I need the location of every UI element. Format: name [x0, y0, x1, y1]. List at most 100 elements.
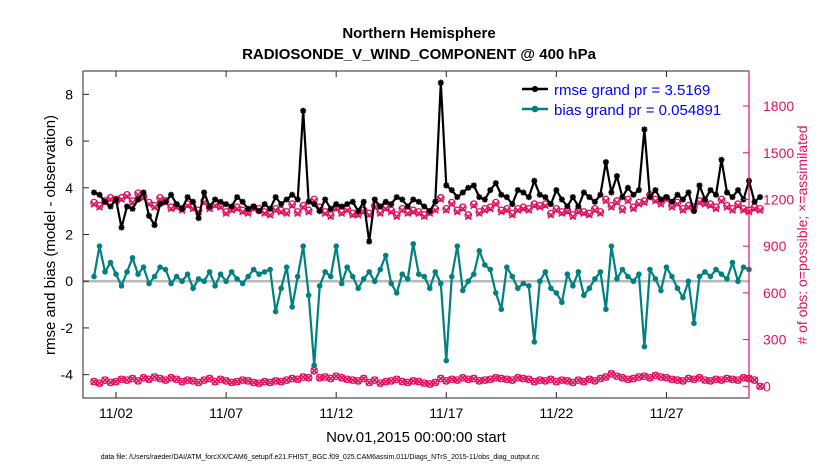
assimilated_low-point [552, 378, 560, 386]
assimilated-point [343, 206, 351, 214]
bias-point [570, 283, 576, 289]
bias-point [658, 287, 664, 294]
bias-point [669, 273, 675, 280]
bias-point [107, 259, 114, 266]
rmse-point [701, 196, 708, 203]
series-layer [91, 79, 764, 369]
bias-point [426, 285, 433, 292]
assimilated_low-point [497, 374, 505, 383]
rmse-point [509, 201, 516, 208]
assimilated-point [635, 200, 643, 208]
assimilated-point [508, 211, 516, 219]
bias-point [349, 273, 356, 280]
possible-point [756, 204, 764, 213]
rmse-point [525, 194, 532, 201]
rmse-point [602, 159, 609, 166]
assimilated-point [217, 203, 225, 211]
assimilated_low-point [464, 375, 472, 383]
assimilated-point [492, 200, 500, 208]
assimilated_low-point [101, 376, 109, 384]
bias-point [316, 283, 323, 289]
assimilated_low-point [332, 372, 340, 380]
possible_low-point [756, 382, 764, 391]
x-tick-label: 11/02 [99, 405, 133, 421]
possible-point [293, 208, 302, 216]
bias-point [614, 276, 620, 282]
bias-point [713, 266, 719, 273]
rmse-point [382, 198, 389, 205]
assimilated_low-point [393, 375, 401, 383]
rmse-point [349, 198, 356, 205]
assimilated_low-point [750, 376, 759, 384]
rmse-point [426, 208, 433, 215]
possible_low-point [497, 374, 506, 383]
rmse-point [344, 201, 351, 208]
rmse-point [492, 180, 499, 187]
bias-point [437, 280, 444, 287]
assimilated_low-point [607, 370, 615, 378]
bias-point [454, 243, 461, 249]
assimilated-point [349, 211, 357, 219]
bias-point [322, 269, 328, 275]
assimilated-point [558, 209, 566, 218]
assimilated_low-point [371, 376, 379, 384]
bias-point [531, 339, 538, 345]
bias-point [498, 306, 505, 313]
assimilated-point [602, 197, 610, 205]
bias-point [272, 308, 279, 315]
assimilated-point [739, 206, 748, 214]
assimilated-point [712, 205, 720, 213]
rmse-point [608, 189, 615, 196]
bias-point [619, 266, 626, 273]
assimilated_low-point [217, 375, 225, 383]
bias-point [212, 283, 218, 289]
bias-point [548, 285, 554, 292]
bias-point [206, 269, 213, 275]
bias-point [201, 278, 207, 285]
rmse-point [635, 187, 642, 194]
assimilated-point [679, 206, 687, 214]
assimilated-point [547, 211, 555, 219]
x-tick-label: 11/17 [429, 405, 463, 421]
rmse-point [184, 194, 191, 201]
assimilated_low-point [354, 377, 362, 385]
assimilated-point [150, 203, 159, 211]
bias-point [404, 276, 411, 282]
rmse-point [718, 156, 725, 163]
y-axis-left: -4 -2 0 2 4 6 8 [61, 86, 89, 383]
bias-point [294, 273, 301, 280]
rmse-point [569, 194, 576, 201]
possible-point [299, 201, 308, 210]
rmse-point [536, 191, 543, 198]
assimilated_low-point [106, 378, 115, 386]
bias-point [245, 273, 251, 280]
possible-point [90, 198, 98, 207]
assimilated_low-point [723, 374, 731, 383]
assimilated-point [222, 209, 230, 218]
assimilated_low-point [470, 374, 478, 383]
bias-point [261, 269, 268, 275]
possible-point [613, 197, 621, 205]
assimilated_low-point [173, 375, 181, 383]
bias-point [674, 285, 681, 292]
bias-point [592, 276, 598, 282]
rmse-point [201, 189, 208, 196]
rmse-point [685, 189, 692, 196]
y2-tick-label: 600 [763, 285, 787, 301]
assimilated_low-point [200, 376, 208, 384]
assimilated_low-point [486, 375, 494, 383]
bias-point [382, 252, 389, 259]
bias-point [663, 264, 670, 271]
data-file-footnote: data file: /Users/raeder/DAI/ATM_forcXX/… [101, 454, 540, 461]
y2-tick-label: 900 [763, 238, 787, 254]
assimilated_low-point [305, 374, 313, 382]
assimilated_low-point [481, 376, 489, 384]
bias-point [729, 259, 736, 266]
assimilated-point [442, 206, 450, 214]
bias-point [289, 304, 295, 310]
legend-bias-label: bias grand pr = 0.054891 [554, 102, 721, 119]
assimilated_low-point [448, 375, 456, 383]
x-tick-label: 11/12 [319, 405, 353, 421]
assimilated_low-point [431, 378, 439, 386]
possible-point [436, 194, 445, 202]
